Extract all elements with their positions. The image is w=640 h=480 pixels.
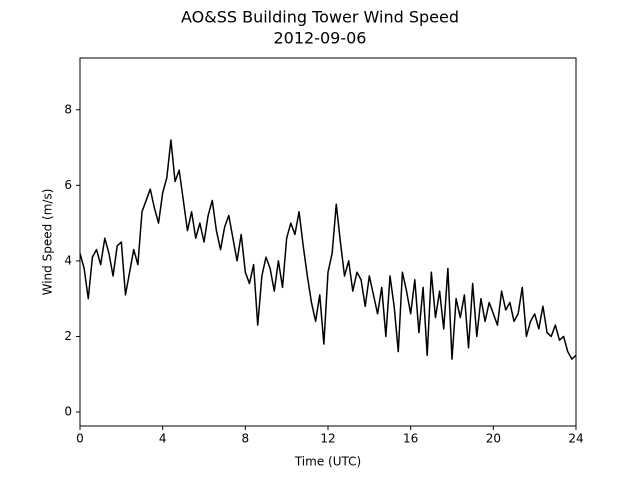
x-axis-label: Time (UTC) [294,455,361,469]
y-tick-label: 2 [64,329,72,343]
chart-subtitle: 2012-09-06 [274,29,367,48]
y-tick-label: 0 [64,405,72,419]
data-line [79,139,577,360]
x-tick-label: 0 [76,432,84,446]
x-tick-label: 12 [320,432,335,446]
plot-frame [79,57,577,427]
chart-title: AO&SS Building Tower Wind Speed [181,8,459,27]
y-tick-label: 4 [64,253,72,267]
x-tick-label: 24 [568,432,583,446]
y-tick-label: 6 [64,178,72,192]
x-tick-label: 8 [242,432,250,446]
x-tick-label: 4 [159,432,167,446]
y-axis-label: Wind Speed (m/s) [41,189,55,296]
y-tick-label: 8 [64,102,72,116]
x-tick-label: 20 [486,432,501,446]
x-tick-label: 16 [403,432,418,446]
